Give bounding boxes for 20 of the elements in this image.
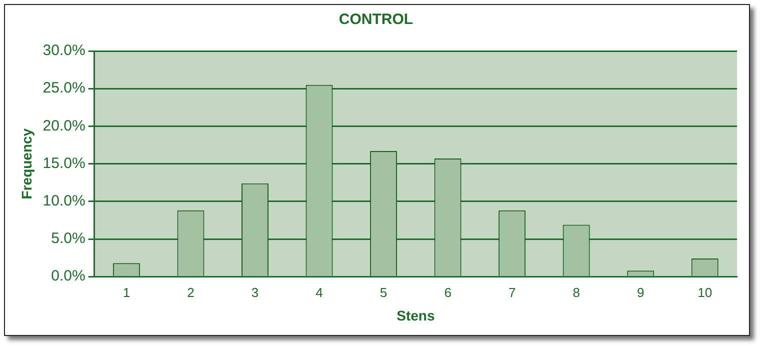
x-tick-label: 9: [636, 284, 644, 300]
x-tick-label: 10: [698, 284, 712, 300]
x-tick-label: 2: [187, 284, 194, 300]
y-tick-label: 5.0%: [51, 230, 86, 248]
x-tick-label: 5: [380, 284, 388, 300]
x-tick-label: 6: [444, 284, 452, 300]
y-tick-label: 25.0%: [42, 80, 86, 97]
x-tick-label: 1: [122, 284, 130, 300]
y-tick-label: 0.0%: [51, 268, 86, 285]
x-axis-title: Stens: [396, 307, 435, 324]
x-tick-label: 7: [508, 284, 516, 300]
y-tick-label: 15.0%: [42, 154, 86, 172]
x-tick-label: 8: [572, 284, 580, 300]
y-tick-label: 30.0%: [42, 42, 86, 60]
y-tick-label: 20.0%: [42, 117, 86, 134]
chart-title: CONTROL: [338, 11, 414, 28]
x-tick-label: 4: [316, 284, 323, 300]
x-tick-label: 3: [251, 284, 259, 300]
y-axis-title: Frequency: [18, 128, 34, 200]
y-tick-label: 10.0%: [42, 192, 86, 210]
